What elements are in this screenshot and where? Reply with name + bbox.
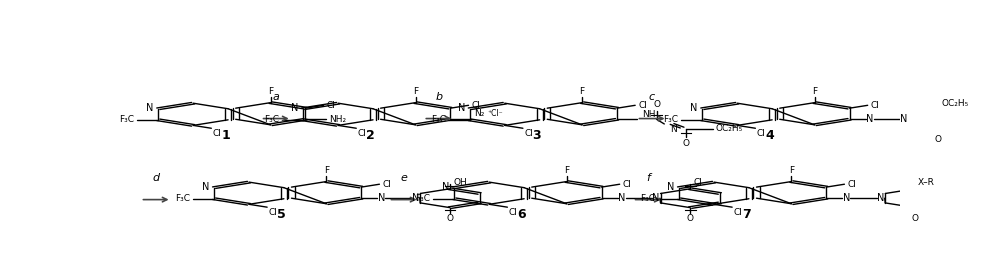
Text: F: F bbox=[564, 166, 569, 175]
Text: 5: 5 bbox=[277, 208, 286, 221]
Text: Cl: Cl bbox=[871, 101, 880, 110]
Text: Cl: Cl bbox=[472, 101, 481, 110]
Text: Cl: Cl bbox=[734, 207, 743, 217]
Text: X–R: X–R bbox=[918, 178, 935, 187]
Text: Cl: Cl bbox=[213, 129, 222, 138]
Text: N: N bbox=[866, 114, 873, 124]
Text: NH₂: NH₂ bbox=[330, 115, 347, 124]
Text: F: F bbox=[413, 87, 418, 96]
Text: N: N bbox=[412, 193, 419, 203]
Text: d: d bbox=[152, 173, 160, 183]
Text: N: N bbox=[202, 182, 209, 192]
Text: Cl: Cl bbox=[358, 129, 367, 138]
Text: 1: 1 bbox=[221, 129, 230, 142]
Text: F₃C: F₃C bbox=[119, 115, 134, 124]
Text: 6: 6 bbox=[517, 208, 526, 221]
Text: Cl: Cl bbox=[848, 180, 856, 189]
Text: e: e bbox=[401, 173, 407, 183]
Text: N: N bbox=[667, 182, 674, 192]
Text: F₃C: F₃C bbox=[663, 115, 678, 124]
Text: O: O bbox=[935, 135, 942, 144]
Text: Cl: Cl bbox=[509, 207, 518, 217]
Text: Cl: Cl bbox=[383, 180, 391, 189]
Text: c: c bbox=[649, 92, 655, 102]
Text: O: O bbox=[683, 139, 690, 148]
Text: Cl: Cl bbox=[327, 101, 336, 110]
Text: N: N bbox=[291, 103, 299, 113]
Text: F: F bbox=[789, 166, 794, 175]
Text: N: N bbox=[670, 125, 676, 134]
Text: F₃C: F₃C bbox=[175, 194, 190, 203]
Text: F: F bbox=[580, 87, 585, 96]
Text: a: a bbox=[273, 92, 280, 102]
Text: N: N bbox=[877, 193, 884, 203]
Text: N: N bbox=[458, 103, 465, 113]
Text: F: F bbox=[812, 87, 817, 96]
Text: N: N bbox=[690, 103, 698, 113]
Text: 4: 4 bbox=[765, 129, 774, 142]
Text: O: O bbox=[653, 100, 660, 109]
Text: Cl: Cl bbox=[638, 101, 647, 110]
Text: 2: 2 bbox=[366, 129, 375, 142]
Text: Cl: Cl bbox=[524, 129, 533, 138]
Text: 3: 3 bbox=[533, 129, 541, 142]
Text: Cl: Cl bbox=[693, 178, 702, 187]
Text: N: N bbox=[843, 193, 850, 203]
Text: N: N bbox=[146, 103, 154, 113]
Text: O: O bbox=[687, 214, 694, 223]
Text: N: N bbox=[900, 114, 908, 124]
Text: F₃C: F₃C bbox=[264, 115, 279, 124]
Text: OH: OH bbox=[453, 178, 467, 187]
Text: N: N bbox=[378, 193, 385, 203]
Text: NH: NH bbox=[642, 110, 655, 119]
Text: N: N bbox=[652, 193, 660, 203]
Text: f: f bbox=[646, 173, 650, 183]
Text: F₃C: F₃C bbox=[640, 194, 655, 203]
Text: F: F bbox=[268, 87, 273, 96]
Text: F₃C: F₃C bbox=[431, 115, 446, 124]
Text: O: O bbox=[446, 214, 453, 223]
Text: Cl: Cl bbox=[269, 207, 278, 217]
Text: Cl: Cl bbox=[623, 180, 632, 189]
Text: 7: 7 bbox=[742, 208, 751, 221]
Text: OC₂H₅: OC₂H₅ bbox=[941, 99, 969, 108]
Text: F: F bbox=[324, 166, 329, 175]
Text: N: N bbox=[618, 193, 625, 203]
Text: F₃C: F₃C bbox=[415, 194, 430, 203]
Text: Cl: Cl bbox=[757, 129, 766, 138]
Text: N₂: N₂ bbox=[474, 109, 484, 119]
Text: N: N bbox=[442, 182, 450, 192]
Text: OC₂H₅: OC₂H₅ bbox=[715, 124, 743, 133]
Text: ⁺Cl⁻: ⁺Cl⁻ bbox=[488, 109, 503, 119]
Text: O: O bbox=[911, 214, 918, 223]
Text: b: b bbox=[435, 92, 442, 102]
